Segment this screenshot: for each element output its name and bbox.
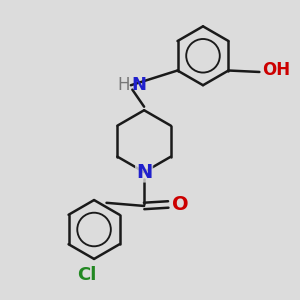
Text: N: N bbox=[131, 76, 146, 94]
Text: N: N bbox=[136, 163, 152, 182]
Text: OH: OH bbox=[262, 61, 290, 80]
Text: Cl: Cl bbox=[77, 266, 96, 284]
Text: N: N bbox=[136, 163, 152, 182]
Text: O: O bbox=[172, 195, 189, 214]
Text: H: H bbox=[117, 76, 129, 94]
